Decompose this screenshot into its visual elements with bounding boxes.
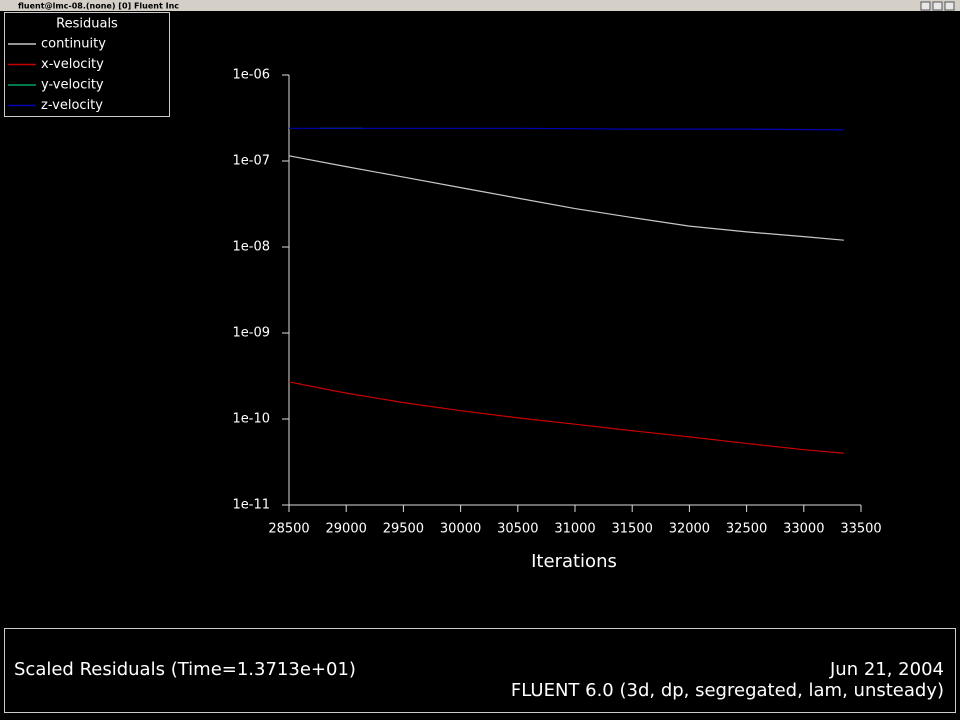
legend-label: y-velocity	[41, 78, 104, 93]
y-tick-label: 1e-11	[232, 498, 270, 513]
maximize-button[interactable]	[932, 1, 943, 11]
minimize-button[interactable]	[920, 1, 931, 11]
window-title: fluent@lmc-08.(none) [0] Fluent Inc	[18, 2, 179, 11]
series-line	[288, 381, 844, 454]
y-tick-label: 1e-08	[232, 240, 270, 255]
date: Jun 21, 2004	[829, 659, 944, 680]
legend-label: continuity	[41, 37, 106, 52]
x-tick-label: 31500	[612, 522, 653, 537]
x-tick-label: 28500	[268, 522, 309, 537]
version: FLUENT 6.0 (3d, dp, segregated, lam, uns…	[511, 680, 944, 701]
chart-title: Scaled Residuals (Time=1.3713e+01)	[14, 659, 356, 680]
legend-label: x-velocity	[41, 57, 104, 72]
title-bar	[0, 0, 960, 11]
y-tick-label: 1e-10	[232, 412, 270, 427]
x-tick-label: 30500	[497, 522, 538, 537]
legend-title: Residuals	[56, 17, 118, 32]
x-tick-label: 33500	[840, 522, 881, 537]
x-tick-label: 29500	[383, 522, 424, 537]
series-line	[289, 127, 844, 131]
x-tick-label: 29000	[326, 522, 367, 537]
y-tick-label: 1e-07	[232, 154, 270, 169]
x-tick-label: 32000	[669, 522, 710, 537]
y-tick-label: 1e-06	[232, 68, 270, 83]
y-tick-label: 1e-09	[232, 326, 270, 341]
x-tick-label: 30000	[440, 522, 481, 537]
close-button[interactable]	[944, 1, 955, 11]
footer-box	[4, 628, 956, 713]
x-axis-label: Iterations	[531, 551, 617, 572]
x-tick-label: 32500	[726, 522, 767, 537]
series-line	[288, 155, 844, 241]
x-tick-label: 31000	[554, 522, 595, 537]
x-tick-label: 33000	[783, 522, 824, 537]
legend-label: z-velocity	[41, 98, 103, 113]
